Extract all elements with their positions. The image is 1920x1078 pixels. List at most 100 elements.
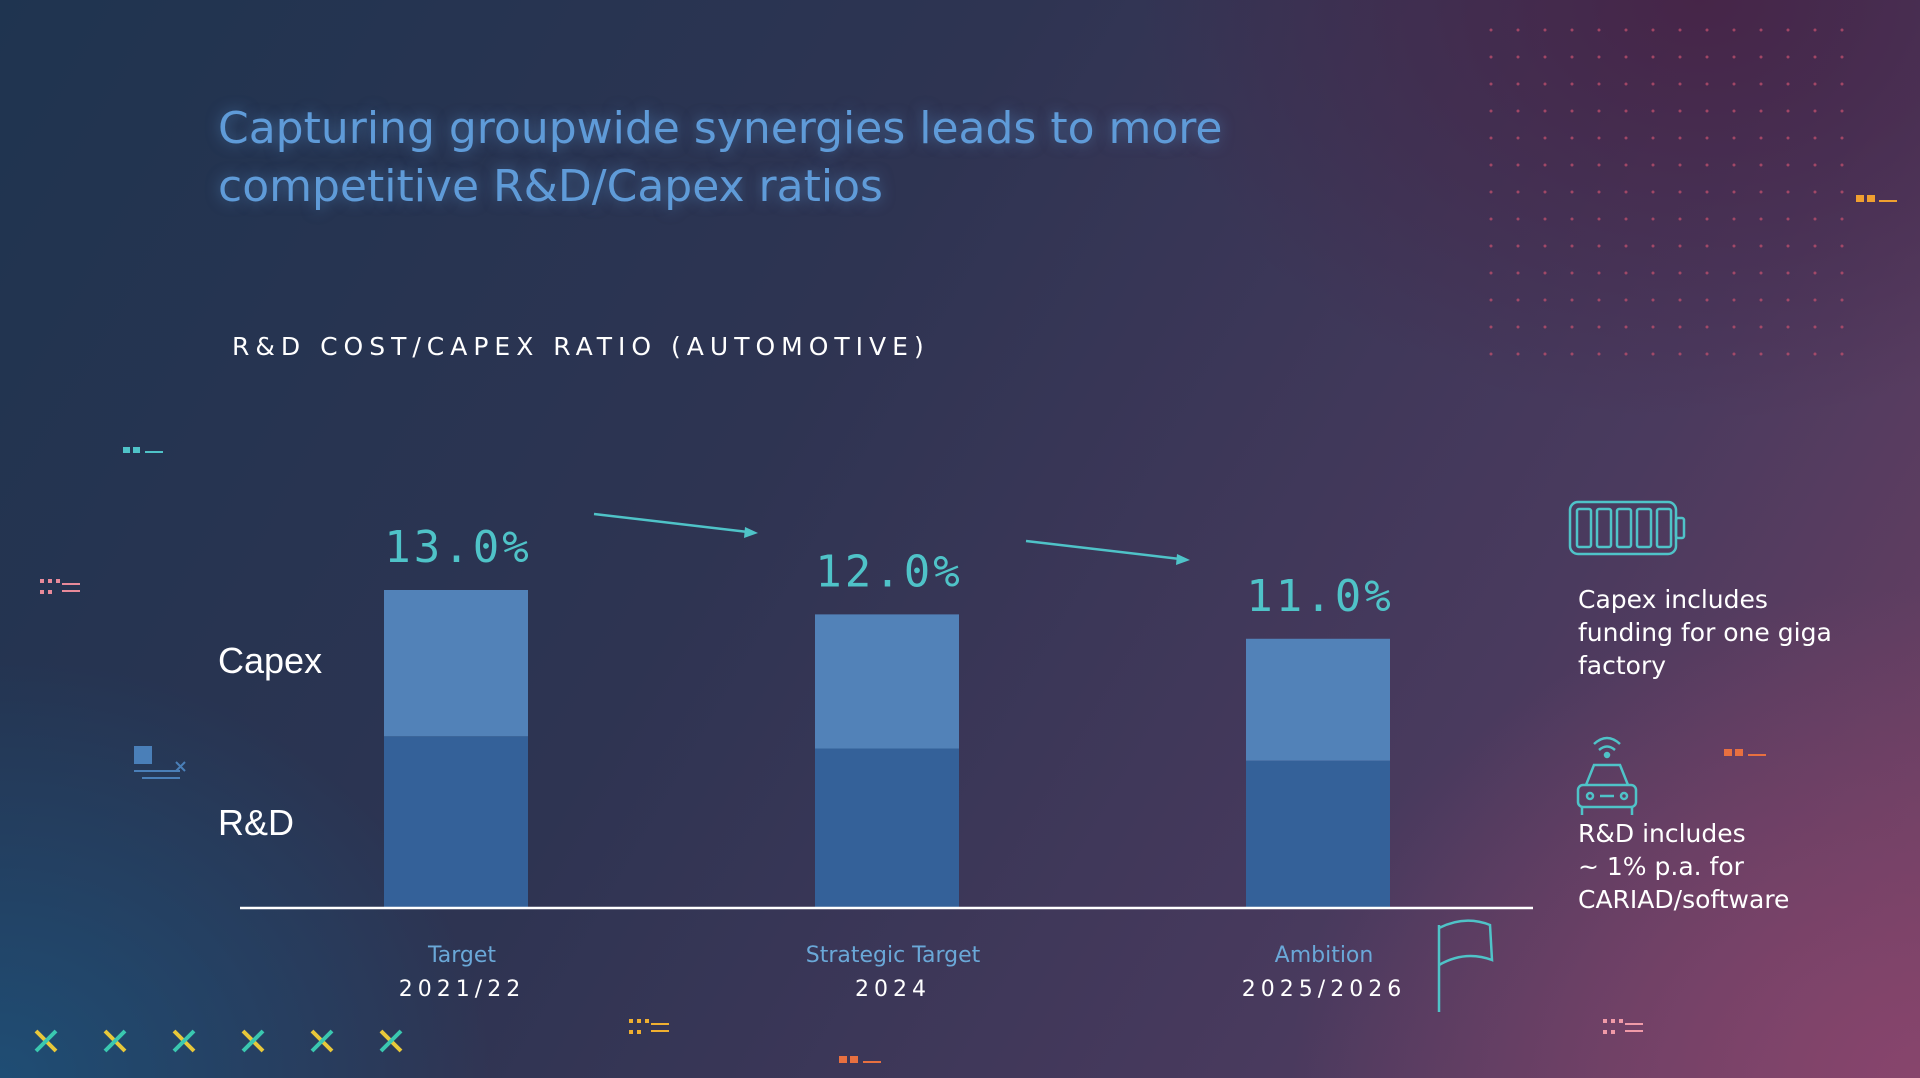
- grid-dot: [1624, 325, 1628, 329]
- grid-dot: [1543, 136, 1547, 140]
- grid-dot: [1705, 136, 1709, 140]
- grid-dot: [1732, 109, 1736, 113]
- grid-dot: [1840, 217, 1844, 221]
- grid-dot: [1651, 325, 1655, 329]
- grid-dot: [1840, 163, 1844, 167]
- category-label: Target: [427, 943, 496, 968]
- grid-dot: [1570, 109, 1574, 113]
- grid-dot: [1678, 244, 1682, 248]
- grid-dot: [1489, 163, 1493, 167]
- grid-dot: [1705, 82, 1709, 86]
- grid-dot: [1597, 163, 1601, 167]
- grid-dot: [1705, 325, 1709, 329]
- grid-dot: [1624, 244, 1628, 248]
- grid-dot: [1678, 136, 1682, 140]
- x-mark: [310, 1029, 334, 1053]
- rd-bar: [1246, 760, 1390, 907]
- grid-dot: [1489, 298, 1493, 302]
- bars-group: [384, 590, 1390, 907]
- grid-dot: [1759, 352, 1763, 356]
- decorative-dash-mark: [629, 1019, 669, 1034]
- grid-dot: [1651, 271, 1655, 275]
- grid-dot: [1732, 217, 1736, 221]
- grid-dot: [1813, 325, 1817, 329]
- grid-dot: [1678, 325, 1682, 329]
- grid-dot: [1489, 325, 1493, 329]
- grid-dot: [1516, 271, 1520, 275]
- rd-note: R&D includes ~ 1% p.a. for CARIAD/softwa…: [1578, 817, 1878, 916]
- decorative-dash-mark: [40, 579, 80, 594]
- grid-dot: [1624, 298, 1628, 302]
- decorative-dash-mark: [1724, 749, 1766, 756]
- grid-dot: [1597, 109, 1601, 113]
- grid-dot: [1759, 190, 1763, 194]
- grid-dot: [1597, 190, 1601, 194]
- grid-dot: [1570, 136, 1574, 140]
- rd-label: R&D: [218, 802, 295, 843]
- grid-dot: [1651, 55, 1655, 59]
- grid-dot: [1678, 82, 1682, 86]
- grid-dot: [1840, 109, 1844, 113]
- grid-dot: [1651, 352, 1655, 356]
- grid-dot: [1759, 325, 1763, 329]
- grid-dot: [1786, 82, 1790, 86]
- grid-dot: [1732, 55, 1736, 59]
- grid-dot: [1489, 28, 1493, 32]
- grid-dot: [1543, 298, 1547, 302]
- grid-dot: [1786, 352, 1790, 356]
- grid-dot: [1516, 244, 1520, 248]
- total-label: 13.0%: [384, 522, 531, 573]
- grid-dot: [1786, 163, 1790, 167]
- grid-dot: [1543, 163, 1547, 167]
- grid-dot: [1516, 136, 1520, 140]
- x-mark: [172, 1029, 196, 1053]
- capex-note-line: Capex includes: [1578, 585, 1768, 614]
- page-title: Capturing groupwide synergies leads to m…: [218, 100, 1318, 216]
- grid-dot: [1705, 298, 1709, 302]
- grid-dot: [1840, 82, 1844, 86]
- decorative-x-marks: [34, 1029, 403, 1053]
- grid-dot: [1651, 298, 1655, 302]
- grid-dot: [1570, 190, 1574, 194]
- grid-dot: [1543, 190, 1547, 194]
- grid-dot: [1840, 136, 1844, 140]
- grid-dot: [1786, 28, 1790, 32]
- grid-dot: [1759, 82, 1763, 86]
- grid-dot: [1705, 190, 1709, 194]
- grid-dot: [1651, 109, 1655, 113]
- grid-dot: [1813, 109, 1817, 113]
- grid-dot: [1489, 352, 1493, 356]
- grid-dot: [1597, 136, 1601, 140]
- grid-dot: [1732, 352, 1736, 356]
- grid-dot: [1570, 298, 1574, 302]
- grid-dot: [1516, 217, 1520, 221]
- grid-dot: [1813, 136, 1817, 140]
- grid-dot: [1651, 163, 1655, 167]
- grid-dot: [1624, 28, 1628, 32]
- grid-dot: [1543, 28, 1547, 32]
- grid-dot: [1489, 271, 1493, 275]
- x-mark: [241, 1029, 265, 1053]
- trend-arrow-1: [593, 512, 758, 538]
- grid-dot: [1732, 163, 1736, 167]
- grid-dot: [1597, 82, 1601, 86]
- grid-dot: [1543, 271, 1547, 275]
- grid-dot: [1813, 244, 1817, 248]
- grid-dot: [1705, 244, 1709, 248]
- grid-dot: [1813, 352, 1817, 356]
- grid-dot: [1543, 82, 1547, 86]
- grid-dot: [1732, 136, 1736, 140]
- grid-dot: [1678, 190, 1682, 194]
- grid-dot: [1840, 28, 1844, 32]
- grid-dot: [1516, 55, 1520, 59]
- decorative-dash-mark: [839, 1056, 881, 1063]
- grid-dot: [1570, 217, 1574, 221]
- trend-arrow-2: [1025, 539, 1190, 565]
- grid-dot: [1786, 55, 1790, 59]
- grid-dot: [1840, 55, 1844, 59]
- grid-dot: [1732, 325, 1736, 329]
- connected-car-icon: [1576, 736, 1638, 815]
- grid-dot: [1489, 136, 1493, 140]
- decorative-dot-grid: [1489, 28, 1844, 356]
